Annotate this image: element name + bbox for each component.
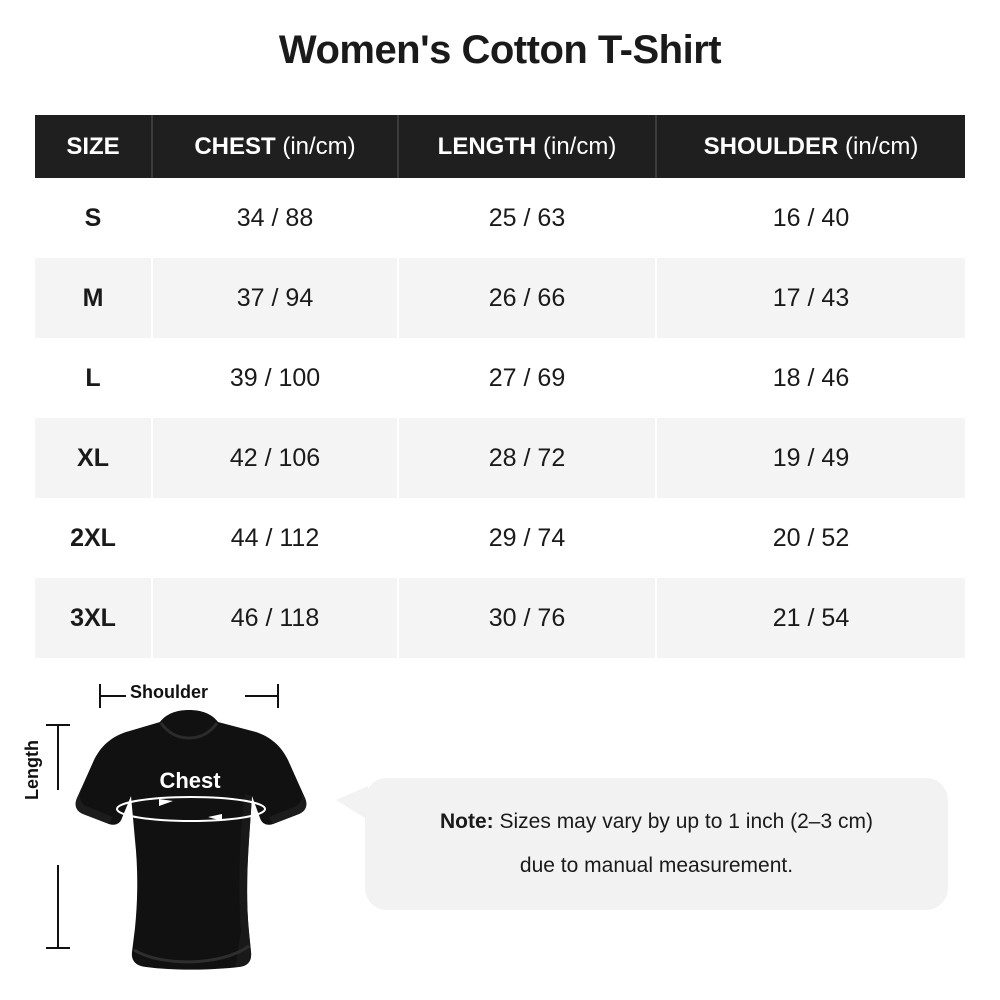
table-row: 3XL 46 / 118 30 / 76 21 / 54 [35, 578, 965, 658]
cell-size: S [35, 178, 153, 258]
cell-chest: 44 / 112 [152, 498, 399, 578]
column-header-chest: CHEST (in/cm) [152, 115, 399, 178]
table-row: M 37 / 94 26 / 66 17 / 43 [35, 258, 965, 338]
tshirt-icon: Chest [46, 684, 307, 970]
column-header-shoulder-label: SHOULDER [703, 132, 839, 160]
table-row: L 39 / 100 27 / 69 18 / 46 [35, 338, 965, 418]
note-text-1: Sizes may vary by up to 1 inch (2–3 cm) [493, 810, 873, 833]
cell-shoulder: 17 / 43 [772, 283, 850, 312]
table-header: SIZE CHEST (in/cm) LENGTH (in/cm) SHOULD… [35, 115, 965, 178]
table-row: XL 42 / 106 28 / 72 19 / 49 [35, 418, 965, 498]
size-chart-table: SIZE CHEST (in/cm) LENGTH (in/cm) SHOULD… [35, 115, 965, 658]
note-line-2: due to manual measurement. [519, 854, 794, 877]
cell-length: 28 / 72 [398, 418, 657, 498]
note-callout: Note: Sizes may vary by up to 1 inch (2–… [365, 778, 948, 910]
note-prefix: Note: [440, 810, 494, 833]
cell-shoulder: 21 / 54 [772, 603, 850, 632]
cell-chest: 46 / 118 [152, 578, 399, 658]
cell-size: M [35, 258, 153, 338]
tshirt-illustration: Chest [30, 670, 350, 1000]
cell-length: 29 / 74 [398, 498, 657, 578]
column-header-chest-label: CHEST [194, 132, 276, 160]
shoulder-dimension-label: Shoulder [130, 682, 209, 702]
note-line-1: Note: Sizes may vary by up to 1 inch (2–… [440, 800, 873, 844]
cell-shoulder: 16 / 40 [772, 203, 850, 232]
column-header-shoulder: SHOULDER (in/cm) [656, 115, 965, 178]
cell-size: 2XL [35, 498, 153, 578]
cell-chest: 37 / 94 [152, 258, 399, 338]
column-header-shoulder-unit: (in/cm) [838, 132, 919, 160]
callout-tail [336, 786, 368, 820]
column-header-size-label: SIZE [66, 132, 120, 160]
column-header-length-unit: (in/cm) [536, 132, 617, 160]
cell-size: XL [35, 418, 153, 498]
cell-chest: 42 / 106 [152, 418, 399, 498]
cell-shoulder: 18 / 46 [772, 363, 850, 392]
cell-chest: 39 / 100 [152, 338, 399, 418]
shoulder-dimension-line [99, 684, 279, 708]
table-body: S 34 / 88 25 / 63 16 / 40 M 37 / 94 26 /… [35, 178, 965, 658]
table-row: 2XL 44 / 112 29 / 74 20 / 52 [35, 498, 965, 578]
cell-chest: 34 / 88 [152, 178, 399, 258]
column-header-chest-unit: (in/cm) [275, 132, 356, 160]
column-header-length-label: LENGTH [437, 132, 537, 160]
length-dimension-label: Length [22, 740, 42, 800]
table-row: S 34 / 88 25 / 63 16 / 40 [35, 178, 965, 258]
cell-length: 25 / 63 [398, 178, 657, 258]
cell-length: 27 / 69 [398, 338, 657, 418]
page-title: Women's Cotton T-Shirt [278, 28, 722, 72]
chest-measure-ellipse [116, 796, 266, 822]
measurement-diagram: Chest [0, 660, 1000, 1000]
table-header-row: SIZE CHEST (in/cm) LENGTH (in/cm) SHOULD… [35, 115, 965, 178]
cell-size: L [35, 338, 153, 418]
length-dimension-line [46, 724, 70, 949]
column-header-length: LENGTH (in/cm) [398, 115, 657, 178]
cell-shoulder: 19 / 49 [772, 443, 850, 472]
chest-label: Chest [159, 768, 221, 793]
cell-shoulder: 20 / 52 [772, 523, 850, 552]
tshirt-body [75, 710, 307, 970]
cell-size: 3XL [35, 578, 153, 658]
cell-length: 26 / 66 [398, 258, 657, 338]
cell-length: 30 / 76 [398, 578, 657, 658]
column-header-size: SIZE [35, 115, 153, 178]
